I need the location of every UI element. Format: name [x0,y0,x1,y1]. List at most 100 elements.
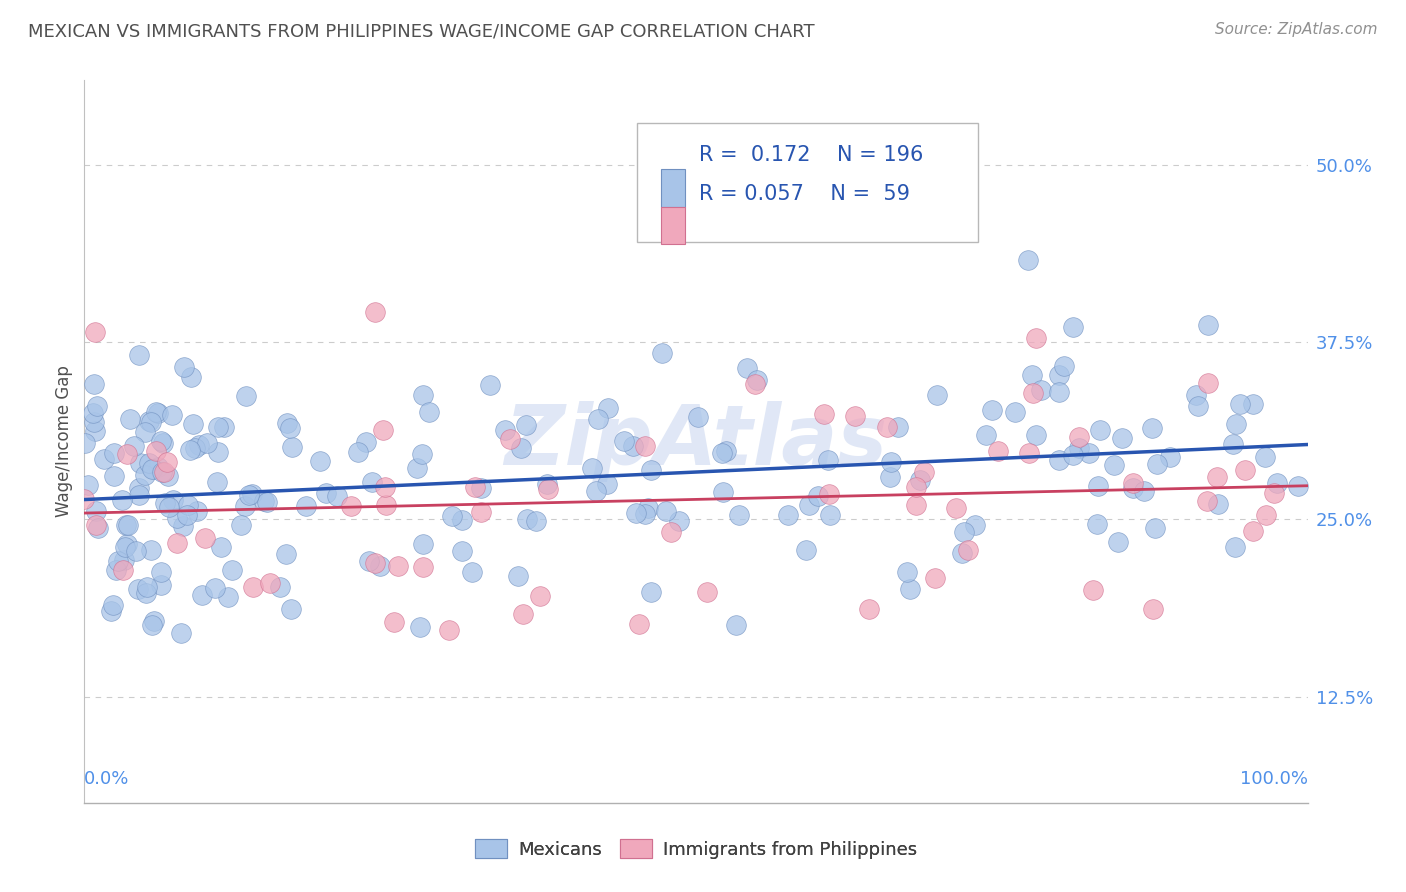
Point [240,487,263,501]
Point [1197,376,1219,390]
Text: MEXICAN VS IMMIGRANTS FROM PHILIPPINES WAGE/INCOME GAP CORRELATION CHART: MEXICAN VS IMMIGRANTS FROM PHILIPPINES W… [28,22,814,40]
Point [621,439,644,453]
Point [114,541,136,555]
Point [204,582,226,596]
Point [83,376,105,391]
Point [1021,368,1043,382]
Point [1022,385,1045,400]
Point [1241,524,1264,539]
Point [139,543,162,558]
Point [146,406,169,420]
Point [512,607,534,621]
Text: 0.0%: 0.0% [84,771,129,789]
Point [73,491,96,506]
Point [194,531,217,545]
Point [107,553,129,567]
Point [139,415,162,429]
Point [1142,602,1164,616]
Point [1081,582,1104,597]
Point [172,519,194,533]
Point [1122,481,1144,495]
Point [110,493,132,508]
Point [1185,388,1208,402]
Point [924,570,946,584]
Point [1140,421,1163,435]
Point [1229,397,1251,411]
Point [813,408,835,422]
Y-axis label: Wage/Income Gap: Wage/Income Gap [55,366,73,517]
Point [640,585,662,599]
Point [229,518,252,533]
Point [150,578,173,592]
Point [1195,494,1218,508]
Point [238,488,260,502]
Text: ZipAtlas: ZipAtlas [505,401,887,482]
Point [368,558,391,573]
Point [1062,320,1084,334]
Point [209,541,232,555]
Point [128,481,150,495]
Point [141,462,163,476]
Point [634,439,657,453]
Text: Source: ZipAtlas.com: Source: ZipAtlas.com [1215,22,1378,37]
Point [115,447,138,461]
Point [688,410,710,425]
Point [1047,384,1070,399]
Point [1102,458,1125,473]
Point [374,479,396,493]
Point [1067,441,1090,455]
Point [361,475,384,490]
Point [1052,359,1074,373]
Point [858,602,880,616]
Point [373,423,395,437]
Point [122,439,145,453]
Point [1133,483,1156,498]
Point [347,444,370,458]
Point [156,454,179,468]
Point [183,441,205,455]
Point [898,582,921,596]
Point [1197,318,1219,332]
Point [494,423,516,437]
Point [1288,479,1310,493]
Point [382,615,405,630]
Point [925,388,948,402]
Point [1111,431,1133,445]
Point [1187,399,1209,413]
Point [186,503,208,517]
Point [142,462,165,476]
Point [114,518,136,533]
Point [613,434,636,449]
Point [945,501,967,516]
Point [128,488,150,502]
Legend: Mexicans, Immigrants from Philippines: Mexicans, Immigrants from Philippines [467,832,925,866]
Point [628,616,651,631]
Point [1234,462,1257,476]
Point [745,373,768,387]
Point [269,580,291,594]
Point [1107,534,1129,549]
Point [655,504,678,518]
Point [150,434,173,448]
Point [896,565,918,579]
Point [84,325,107,339]
Point [180,369,202,384]
Point [807,489,830,503]
Point [409,620,432,634]
Point [82,406,104,420]
Point [179,443,201,458]
Point [100,604,122,618]
Point [818,487,841,501]
Point [364,305,387,319]
Point [387,558,409,573]
Point [112,563,135,577]
Point [912,465,935,479]
Point [233,500,256,514]
Point [1254,508,1277,522]
Point [974,427,997,442]
Point [1031,383,1053,397]
Point [651,346,673,360]
Point [796,542,818,557]
Point [187,438,209,452]
Point [716,444,738,458]
